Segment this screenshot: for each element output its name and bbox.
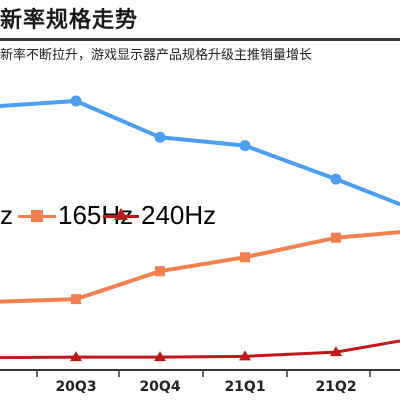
data-point xyxy=(239,140,251,152)
title-divider xyxy=(0,38,400,41)
data-point xyxy=(240,252,250,263)
chart-subtitle: 新率不断拉升，游戏显示器产品规格升级主推销量增长 xyxy=(0,48,313,63)
series-line xyxy=(0,339,400,360)
data-point xyxy=(155,266,165,277)
data-point xyxy=(330,346,342,357)
series-2 xyxy=(0,230,400,305)
data-point xyxy=(239,350,251,361)
chart-title: 新率规格走势 xyxy=(0,8,139,33)
series-1 xyxy=(0,95,400,207)
data-point xyxy=(70,95,82,107)
data-point xyxy=(154,351,166,362)
data-point xyxy=(154,131,166,143)
data-point xyxy=(331,232,341,243)
series-line xyxy=(0,230,400,304)
data-point xyxy=(330,173,342,185)
chart-legend: z 165Hz 240Hz xyxy=(0,200,400,232)
series-3 xyxy=(0,339,400,362)
legend-label: 240Hz xyxy=(141,200,217,230)
x-tick-label: 21Q1 xyxy=(224,379,265,395)
legend-label: z xyxy=(0,200,13,230)
x-tick-label: 20Q3 xyxy=(55,379,96,395)
x-tick-label: 20Q4 xyxy=(139,379,180,395)
legend-marker xyxy=(31,210,43,222)
legend-marker xyxy=(114,208,128,220)
data-point xyxy=(70,351,82,362)
data-point xyxy=(71,294,81,305)
x-tick-label: 21Q2 xyxy=(315,379,356,395)
series-line xyxy=(0,99,400,207)
